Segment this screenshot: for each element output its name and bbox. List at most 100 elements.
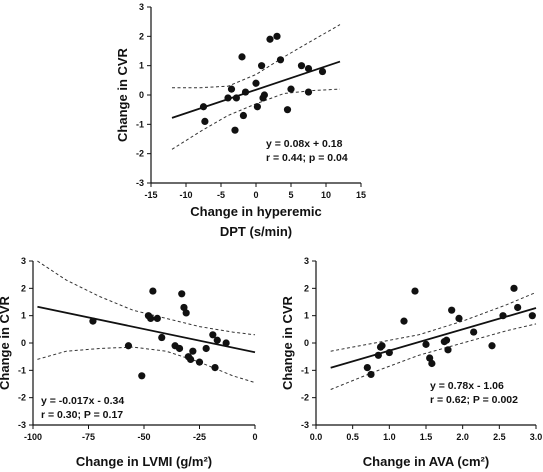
data-point (241, 88, 250, 96)
confidence-band-upper (37, 260, 256, 336)
x-tick-label: 2.0 (456, 432, 469, 442)
data-point (428, 359, 436, 368)
y-tick-label: 1 (304, 311, 309, 321)
y-tick-label: 1 (21, 311, 26, 321)
y-tick-label: 0 (304, 338, 309, 348)
data-point (252, 79, 260, 87)
x-tick-label: 2.5 (493, 432, 506, 442)
y-tick-label: 3 (304, 256, 309, 266)
data-point (304, 65, 313, 73)
y-tick-label: 0 (139, 90, 144, 100)
y-tick-label: 2 (21, 283, 26, 293)
data-point (124, 342, 133, 350)
data-point (209, 331, 217, 339)
data-point (514, 303, 522, 312)
data-point (175, 344, 184, 353)
data-point (266, 35, 274, 43)
data-point (411, 287, 419, 295)
data-point (149, 287, 157, 295)
data-point (178, 290, 186, 298)
y-tick-label: -1 (301, 365, 309, 375)
data-point (89, 317, 97, 325)
data-point (201, 117, 209, 125)
regression-annotation: y = 0.08x + 0.18 (266, 138, 343, 150)
y-tick-label: -3 (18, 420, 26, 430)
data-point (442, 336, 451, 344)
x-axis-label: DPT (s/min) (220, 224, 292, 239)
data-point (232, 94, 240, 102)
confidence-band-lower (330, 323, 537, 390)
data-point (153, 314, 161, 322)
data-point (222, 339, 230, 347)
data-point (239, 111, 247, 120)
x-tick-label: -25 (193, 432, 206, 442)
y-tick-label: 2 (139, 31, 144, 41)
x-axis-label: Change in AVA (cm²) (363, 454, 489, 469)
x-tick-label: 15 (356, 190, 366, 200)
regression-annotation: r = 0.44; p = 0.04 (266, 152, 348, 164)
x-tick-label: 1.5 (420, 432, 433, 442)
data-point (510, 284, 518, 292)
y-axis-label: Change in CVR (0, 295, 12, 390)
y-tick-label: -2 (136, 149, 144, 159)
x-tick-label: 0.0 (310, 432, 323, 442)
panel-lvmi-vs-cvr: -3 -2 -1 0 1 2 3 -100 -75 -50 -25 0 Change in CVR Cha… (0, 256, 258, 469)
x-tick-label: 10 (321, 190, 331, 200)
confidence-band-upper (330, 291, 537, 352)
y-tick-label: 3 (139, 2, 144, 12)
x-tick-label: 5 (288, 190, 293, 200)
data-point (238, 53, 246, 61)
data-point (297, 62, 306, 70)
data-point (444, 346, 452, 354)
data-point (138, 372, 146, 380)
confidence-band-lower (37, 346, 256, 384)
x-tick-label: -50 (137, 432, 150, 442)
x-tick-label: -75 (82, 432, 95, 442)
x-tick-label: -5 (217, 190, 225, 200)
data-point (374, 351, 382, 359)
data-point (260, 91, 268, 99)
data-point (202, 344, 210, 353)
data-point (422, 340, 430, 348)
data-point (304, 88, 313, 96)
y-tick-label: -3 (301, 420, 309, 430)
regression-annotation: r = 0.30; P = 0.17 (41, 409, 123, 421)
data-point (426, 354, 434, 362)
x-axis-label: Change in LVMI (g/m²) (76, 454, 212, 469)
x-tick-label: -10 (179, 190, 192, 200)
y-tick-label: 0 (21, 338, 26, 348)
x-tick-label: 3.0 (530, 432, 543, 442)
data-point (448, 306, 456, 314)
data-point (400, 317, 408, 325)
y-tick-label: -3 (136, 178, 144, 188)
y-tick-label: 2 (304, 283, 309, 293)
data-point (224, 94, 232, 102)
regression-annotation: y = -0.017x - 0.34 (41, 395, 124, 407)
data-point (455, 314, 463, 322)
data-point (378, 342, 386, 350)
x-tick-label: 0 (252, 432, 257, 442)
data-point (283, 106, 292, 114)
regression-annotation: r = 0.62; P = 0.002 (430, 394, 518, 406)
data-point (187, 355, 195, 363)
y-tick-label: 3 (21, 256, 26, 266)
data-point (318, 67, 327, 76)
x-tick-label: 1.0 (383, 432, 396, 442)
confidence-band-upper (172, 24, 341, 89)
data-point (273, 32, 281, 40)
data-point (227, 85, 236, 93)
y-tick-label: -1 (136, 119, 144, 129)
data-point (231, 126, 239, 134)
data-point (195, 358, 204, 366)
y-axis-label: Change in CVR (280, 295, 295, 390)
x-tick-label: -100 (24, 432, 42, 442)
x-axis-label: Change in hyperemic (190, 204, 321, 219)
data-point (182, 309, 190, 317)
data-point (488, 342, 496, 350)
y-tick-label: 1 (139, 61, 144, 71)
data-point (213, 336, 221, 344)
data-point (258, 62, 266, 70)
data-point (363, 364, 371, 372)
data-point (470, 328, 478, 336)
